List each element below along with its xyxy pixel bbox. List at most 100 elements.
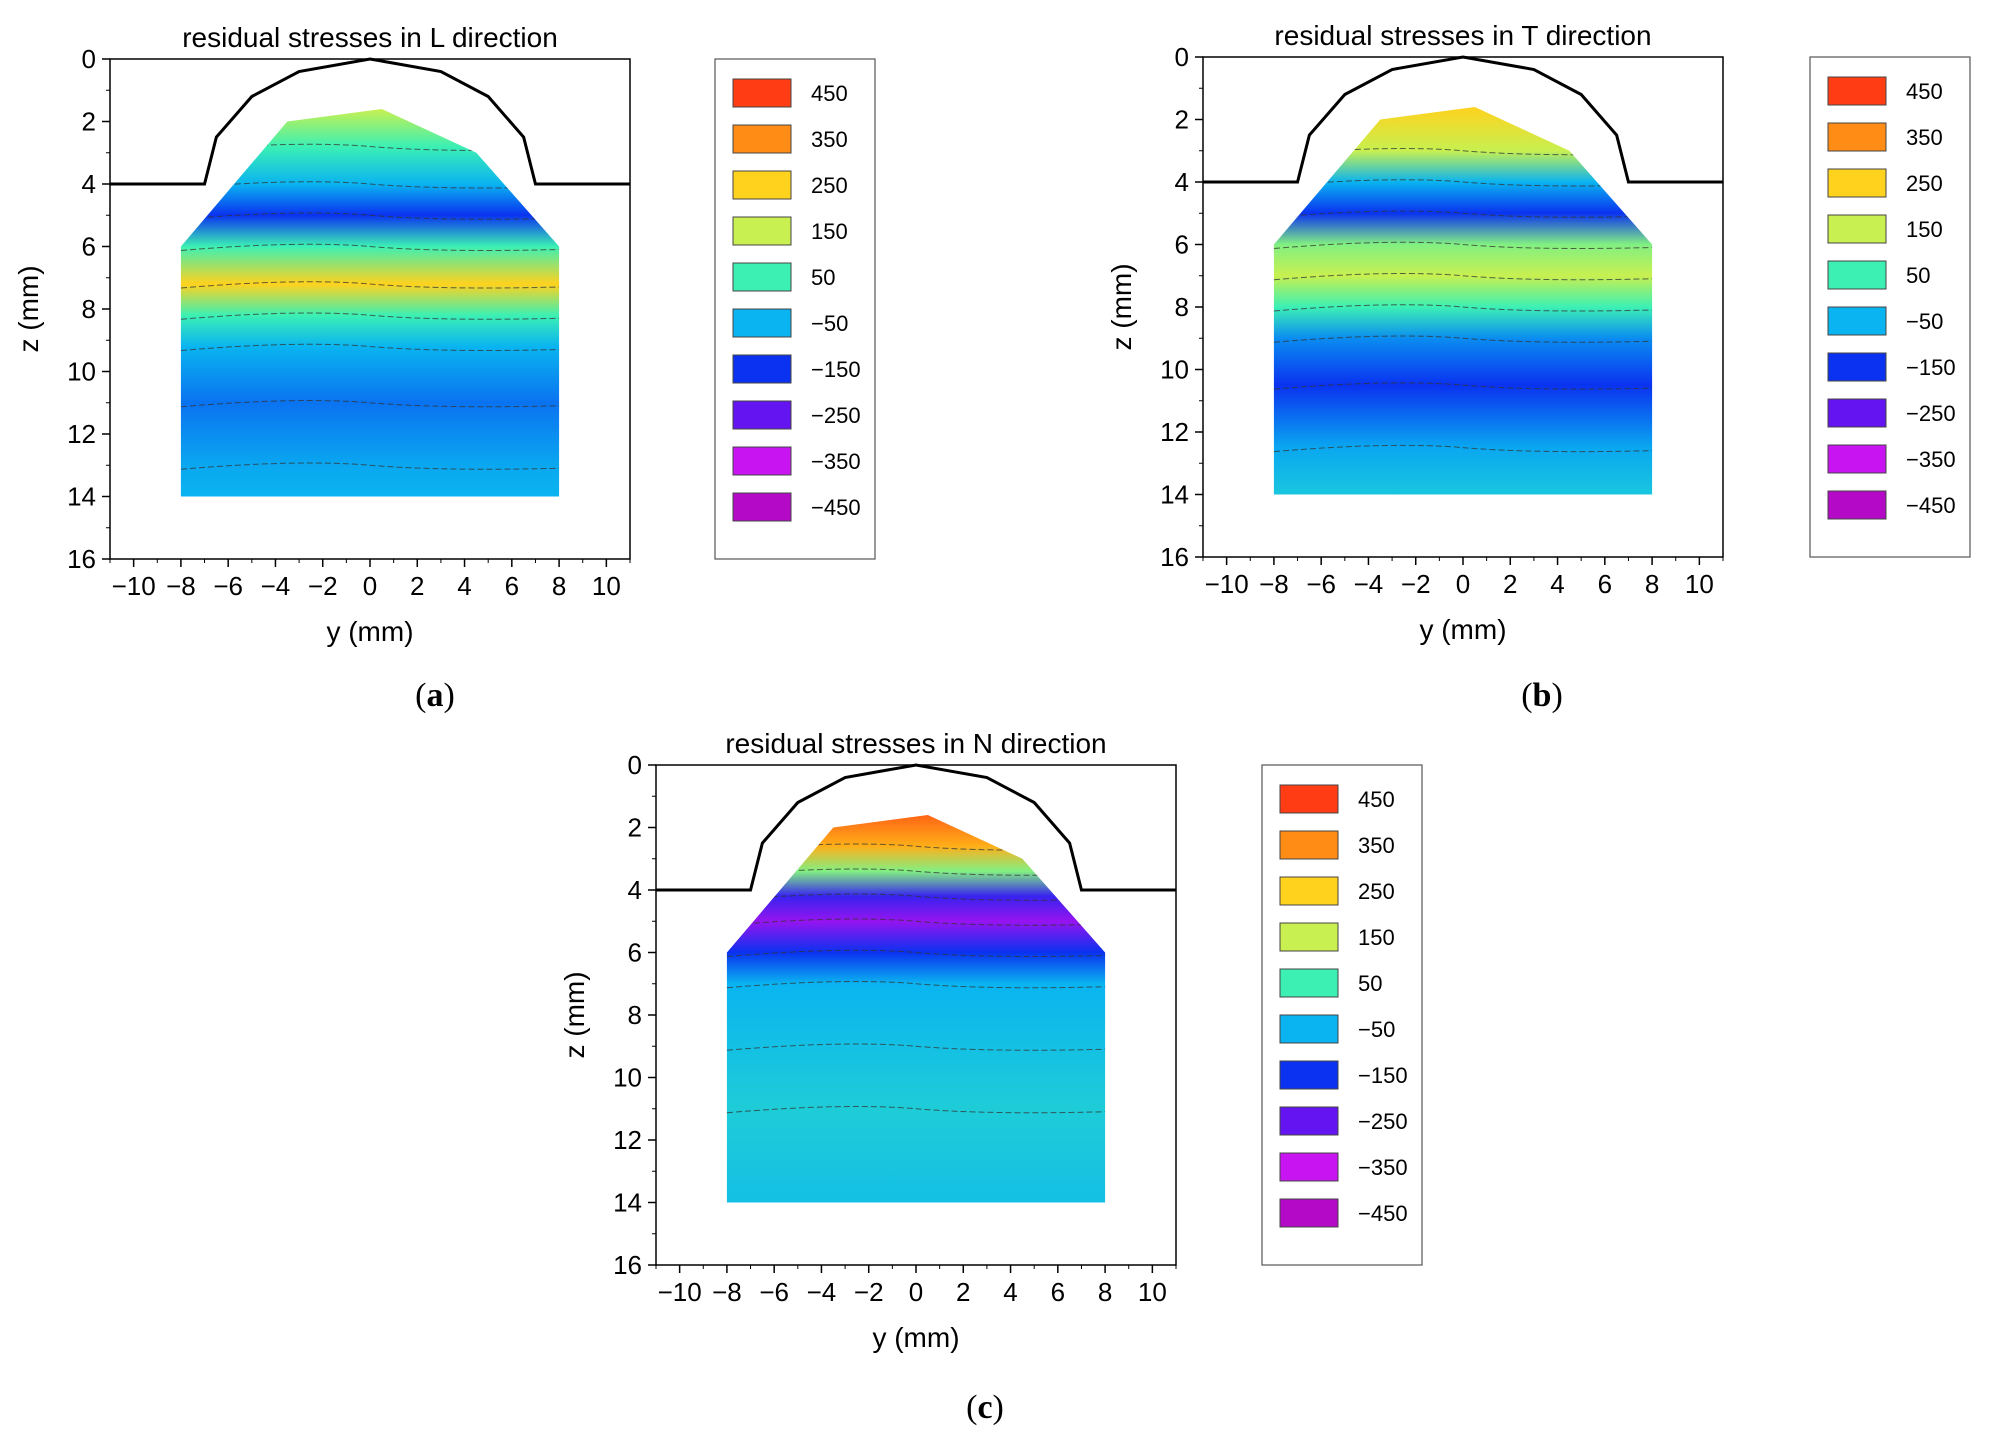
x-tick-label: 4 [1550,569,1564,599]
legend-swatch [732,124,792,154]
contour-line [1273,273,1653,281]
y-tick-label: 2 [628,813,642,843]
x-tick-label: −10 [1205,569,1249,599]
contour-line [726,1106,1106,1114]
panel-label: (a) [415,677,455,714]
panel-label: (b) [1521,677,1563,714]
legend-swatch [1279,830,1339,860]
legend-swatch [1827,444,1887,474]
legend-label: −450 [1906,493,1956,518]
panel-label-letter: b [1533,677,1552,714]
contour-line [726,918,1106,926]
legend-label: 350 [1358,833,1395,858]
x-tick-label: −10 [112,571,156,601]
legend-swatch [1827,76,1887,106]
y-tick-label: 0 [1175,42,1189,72]
legend-swatch [732,216,792,246]
contour-line [726,893,1106,901]
legend-label: 50 [811,265,835,290]
contour-line [180,181,560,189]
y-tick-label: 10 [1160,355,1189,385]
legend-label: −250 [1906,401,1956,426]
legend-swatch [732,446,792,476]
x-tick-label: 0 [909,1277,923,1307]
legend-label: 250 [1358,879,1395,904]
y-tick-label: 12 [67,419,96,449]
x-tick-label: 0 [1456,569,1470,599]
x-tick-label: −4 [1354,569,1384,599]
contour-line [1273,210,1653,218]
x-tick-label: −4 [807,1277,837,1307]
x-tick-label: 10 [592,571,621,601]
y-tick-label: 0 [82,44,96,74]
legend-label: 50 [1906,263,1930,288]
panel-label-letter: c [977,1389,992,1426]
legend-swatch [1827,398,1887,428]
legend-swatch [1827,352,1887,382]
panel-label-open: ( [1521,677,1532,714]
contour-line [1273,179,1653,187]
legend-swatch [1827,122,1887,152]
legend-label: −150 [1358,1063,1408,1088]
y-tick-label: 2 [82,107,96,137]
panel-label: (c) [966,1389,1004,1426]
legend-label: −50 [811,311,848,336]
legend-swatch [1279,1060,1339,1090]
y-tick-label: 14 [1160,480,1189,510]
x-tick-label: 4 [1003,1277,1017,1307]
x-tick-label: 6 [1598,569,1612,599]
x-tick-label: 10 [1138,1277,1167,1307]
contour-line [1273,382,1653,390]
contour-line [180,400,560,408]
y-tick-label: 4 [82,169,96,199]
panel-label-open: ( [415,677,426,714]
x-tick-label: −2 [1401,569,1431,599]
contour-line [180,212,560,220]
contour-line [726,1043,1106,1051]
legend-label: 150 [811,219,848,244]
legend-label: 50 [1358,971,1382,996]
x-tick-label: 2 [410,571,424,601]
legend-label: 450 [1358,787,1395,812]
panel-label-letter: a [427,677,444,714]
legend-label: 350 [811,127,848,152]
y-tick-label: 16 [613,1250,642,1280]
x-axis-label: y (mm) [326,616,413,647]
y-tick-label: 8 [628,1000,642,1030]
legend-label: −150 [1906,355,1956,380]
legend-label: −50 [1358,1017,1395,1042]
legend-swatch [732,262,792,292]
y-tick-label: 14 [67,482,96,512]
legend-label: 150 [1358,925,1395,950]
legend-label: −150 [811,357,861,382]
legend-swatch [1279,1152,1339,1182]
x-tick-label: −4 [261,571,291,601]
x-tick-label: 6 [1051,1277,1065,1307]
chart-title: residual stresses in T direction [1274,20,1651,51]
y-tick-label: 6 [1175,230,1189,260]
legend-swatch [1827,214,1887,244]
y-tick-label: 16 [67,544,96,574]
contour-line [726,949,1106,957]
legend-label: −350 [1358,1155,1408,1180]
x-tick-label: 4 [457,571,471,601]
legend-label: −450 [811,495,861,520]
chart-title: residual stresses in N direction [725,728,1106,759]
legend-swatch [1827,306,1887,336]
legend-label: 150 [1906,217,1943,242]
legend-swatch [1279,1106,1339,1136]
weld-profile-outline [110,57,630,186]
x-tick-label: 8 [1645,569,1659,599]
y-tick-label: 10 [67,357,96,387]
legend-label: −250 [1358,1109,1408,1134]
x-tick-label: 8 [1098,1277,1112,1307]
x-tick-label: −10 [658,1277,702,1307]
x-tick-label: −8 [712,1277,742,1307]
panel-label-open: ( [966,1389,977,1426]
legend-label: 250 [811,173,848,198]
legend-label: −50 [1906,309,1943,334]
y-axis-label: z (mm) [1106,263,1137,350]
legend-label: 350 [1906,125,1943,150]
contour-lines [1273,148,1653,453]
panel-label-close: ) [444,677,455,714]
